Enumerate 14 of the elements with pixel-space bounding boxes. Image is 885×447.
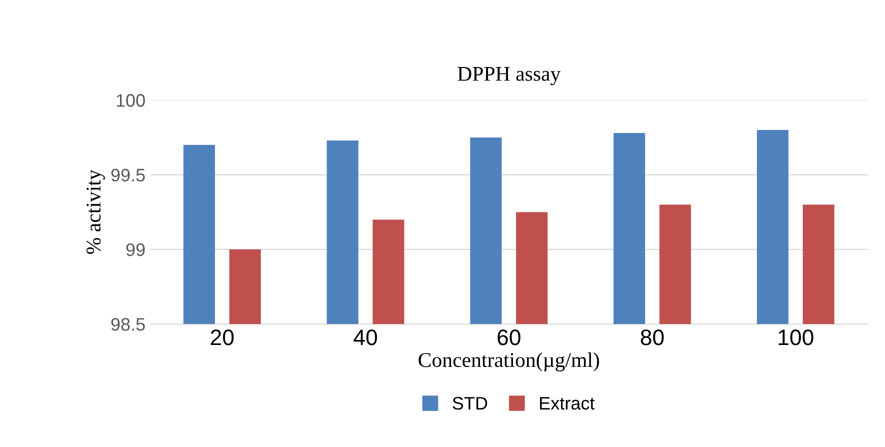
y-axis-title: % activity [86,170,105,254]
y-tick-label: 99.5 [111,168,145,182]
x-tick-label: 80 [640,330,664,346]
legend-label: STD [452,396,488,410]
x-tick-label: 60 [498,330,520,346]
y-tick-label: 100 [116,94,145,107]
y-tick-label: 99 [126,243,145,256]
legend-label: Extract [540,397,595,410]
x-tick-label: 100 [778,330,814,346]
x-tick-label: 20 [210,330,234,346]
x-axis-title: Concentration(µg/ml) [418,352,600,372]
x-tick-label: 40 [354,330,377,346]
y-tick-label: 98.5 [111,318,145,331]
chart-title: DPPH assay [458,67,561,86]
